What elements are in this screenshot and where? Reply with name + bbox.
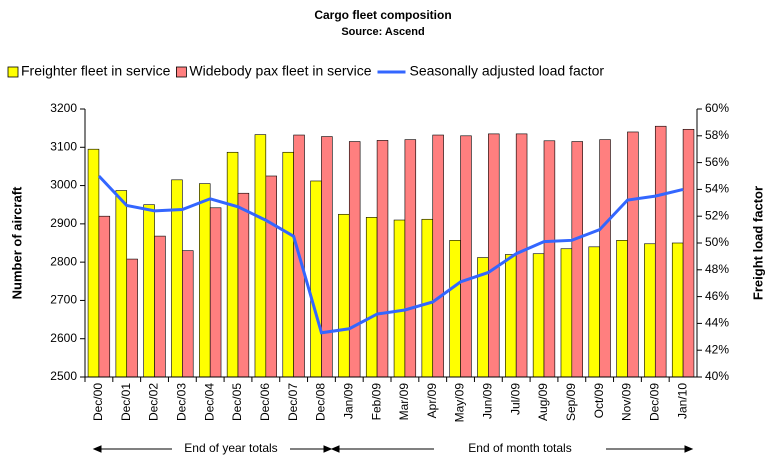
bar [532,253,545,378]
y2-tick-label: 40% [705,369,729,383]
bar [488,133,500,378]
bar [126,258,138,378]
bar [321,136,333,378]
x-tick-label: Dec/01 [119,383,133,421]
bar [449,240,461,378]
x-tick-label: Jul/09 [508,383,522,415]
bar [616,240,628,378]
y2-tick-label: 54% [705,182,729,196]
x-tick-label: Jun/09 [481,383,495,419]
x-tick-label: Apr/09 [425,383,439,419]
bar [404,139,417,378]
y-tick-label: 2600 [50,331,77,345]
bar [560,248,573,378]
bar [599,139,611,378]
bar [543,140,556,378]
y2-tick-label: 48% [705,262,729,276]
bar [115,190,128,378]
y-tick-label: 2700 [50,293,77,307]
legend-label: Freighter fleet in service [21,63,171,79]
x-tick-label: Feb/09 [369,383,383,421]
bar [671,242,684,378]
annotation: End of month totals [468,441,571,455]
x-tick-label: Dec/03 [175,383,189,421]
legend-swatch [7,66,19,78]
chart-title: Cargo fleet composition [314,8,451,22]
bar [87,148,100,378]
bar [98,215,111,378]
y2-tick-label: 42% [705,342,729,356]
x-tick-label: Dec/05 [230,383,244,421]
bar [588,246,600,378]
x-tick-label: Dec/02 [147,383,161,421]
bar [505,254,517,378]
bar [460,135,472,378]
legend-label: Seasonally adjusted load factor [410,63,605,79]
x-tick-label: Jan/09 [341,383,355,419]
bar [154,235,166,378]
bar [282,151,294,378]
bar [515,133,528,378]
y2-tick-label: 58% [705,128,729,142]
bar [348,141,361,378]
x-tick-label: Oct/09 [592,383,606,419]
bar [265,175,277,378]
bar [209,207,222,378]
y2-tick-label: 50% [705,235,729,249]
x-tick-label: Dec/09 [647,383,661,421]
x-tick-label: Nov/09 [620,383,634,421]
y2-tick-label: 60% [705,101,729,115]
y-tick-label: 2900 [50,216,77,230]
bar [143,204,155,378]
bar [254,134,267,378]
bar [199,183,211,378]
bar [182,250,194,378]
x-tick-label: Dec/06 [258,383,272,421]
y-tick-label: 3200 [50,101,77,115]
y-tick-label: 2500 [50,369,77,383]
line-series [97,174,684,335]
annotation: End of year totals [184,441,277,455]
bar [571,141,583,378]
annotation-arrows [92,445,694,453]
y-tick-label: 3100 [50,139,77,153]
chart-subtitle: Source: Ascend [341,26,424,38]
y2-tick-label: 46% [705,289,729,303]
y2-tick-label: 52% [705,208,729,222]
x-tick-label: Dec/00 [91,383,105,421]
bar [421,218,434,378]
y-tick-label: 2800 [50,254,77,268]
bar [365,217,378,378]
bar [338,213,350,378]
bar [644,243,656,378]
bar [237,192,250,378]
x-tick-label: Dec/04 [202,383,216,421]
bar [226,151,239,378]
x-tick-label: Jan/10 [675,383,689,419]
x-tick-label: Sep/09 [564,383,578,421]
bar [627,131,639,378]
bar [376,140,389,378]
y-tick-label: 3000 [50,178,77,192]
y2-axis-label: Freight load factor [750,186,765,300]
x-tick-label: Mar/09 [397,383,411,421]
bar [682,128,695,378]
x-tick-label: Dec/07 [286,383,300,421]
bar [432,134,444,378]
y2-tick-label: 56% [705,155,729,169]
x-tick-label: Aug/09 [536,383,550,421]
legend-label: Widebody pax fleet in service [189,63,371,79]
legend-swatch [176,66,187,78]
bar [654,125,667,378]
y-axis-label: Number of aircraft [9,186,24,299]
x-tick-label: May/09 [453,383,467,423]
y2-tick-label: 44% [705,316,729,330]
x-tick-label: Dec/08 [314,383,328,421]
bar [393,219,406,378]
bar [310,180,322,378]
